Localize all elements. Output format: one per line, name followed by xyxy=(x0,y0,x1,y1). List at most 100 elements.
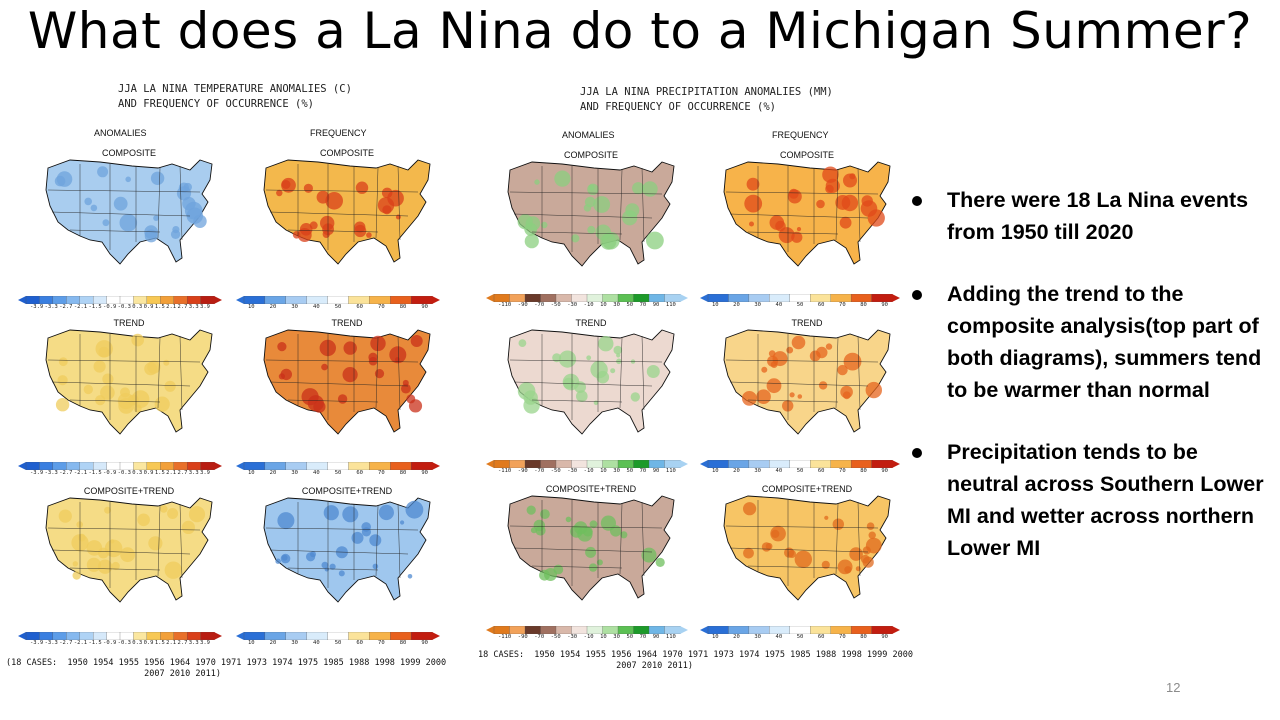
colorbar-tick-label: 30 xyxy=(291,470,298,476)
colorbar-ticks: -110 -90 -70 -50 -30 -10 10 30 50 70 90 110 xyxy=(498,634,676,640)
colorbar-tick-label: 10 xyxy=(600,302,607,308)
temperature-anomaly-colorbar: -3.9 -3.3 -2.7 -2.1 -1.5 -0.9 -0.3 0.3 0.9 1.5 2.1… xyxy=(18,632,222,646)
colorbar-tick-label: -70 xyxy=(534,302,545,308)
temperature-figure-title: JJA LA NINA TEMPERATURE ANOMALIES (C) AN… xyxy=(118,83,352,110)
map-label: COMPOSITE+TREND xyxy=(301,486,393,496)
colorbar-tick-label: 70 xyxy=(639,302,647,308)
page-number: 12 xyxy=(1166,680,1181,695)
temperature-map: COMPOSITE xyxy=(34,146,224,271)
colorbar-tick-label: -1.5 xyxy=(88,470,102,476)
colorbar-tick-label: -50 xyxy=(550,468,561,474)
precipitation-map: TREND xyxy=(712,316,902,441)
temperature-anomalies-heading: ANOMALIES xyxy=(94,128,147,138)
colorbar-tick-label: 110 xyxy=(665,634,676,640)
colorbar-tick-label: 80 xyxy=(399,304,407,310)
colorbar-tick-label: 50 xyxy=(796,302,804,308)
colorbar-tick-label: 110 xyxy=(665,468,676,474)
colorbar-tick-label: 90 xyxy=(881,302,888,308)
colorbar-tick-label: -2.7 xyxy=(59,304,73,310)
map-label: COMPOSITE xyxy=(563,150,618,160)
colorbar-tick-label: -2.7 xyxy=(59,640,73,646)
colorbar-graphic xyxy=(486,294,688,302)
colorbar-tick-label: -0.9 xyxy=(103,304,117,310)
colorbar-tick-label: 80 xyxy=(860,634,867,640)
colorbar-tick-label: 3.3 xyxy=(188,304,199,310)
colorbar-tick-label: 10 xyxy=(248,304,255,310)
precipitation-map: COMPOSITE+TREND xyxy=(496,482,686,607)
colorbar-tick-label: 20 xyxy=(269,640,277,646)
colorbar-tick-label: 1.5 xyxy=(154,304,165,310)
colorbar-tick-label: 40 xyxy=(313,470,320,476)
colorbar-graphic xyxy=(700,460,900,468)
colorbar-tick-label: 60 xyxy=(817,302,825,308)
colorbar-tick-label: 20 xyxy=(269,304,277,310)
colorbar-tick-label: 40 xyxy=(313,304,320,310)
precipitation-anomalies-heading: ANOMALIES xyxy=(562,130,615,140)
temperature-frequency-colorbar: 10 20 30 40 50 60 70 80 90 xyxy=(236,632,440,646)
colorbar-tick-label: 50 xyxy=(626,468,634,474)
colorbar-tick-label: 0.3 xyxy=(132,470,143,476)
colorbar-tick-label: -1.5 xyxy=(88,304,102,310)
colorbar-graphic xyxy=(236,296,440,304)
us-map-graphic xyxy=(507,161,675,267)
map-label: COMPOSITE xyxy=(779,150,834,160)
colorbar-tick-label: -30 xyxy=(567,302,578,308)
precipitation-frequency-colorbar: 10 20 30 40 50 60 70 80 90 xyxy=(700,294,900,308)
colorbar-tick-label: -90 xyxy=(517,302,528,308)
colorbar-tick-label: 2.7 xyxy=(177,470,188,476)
map-label: TREND xyxy=(331,318,363,328)
bullet-dot-icon xyxy=(912,448,922,458)
colorbar-tick-label: 40 xyxy=(775,468,783,474)
colorbar-tick-label: -30 xyxy=(567,468,578,474)
colorbar-tick-label: 50 xyxy=(796,634,804,640)
bullet-dot-icon xyxy=(912,290,922,300)
colorbar-tick-label: -3.9 xyxy=(30,470,44,476)
colorbar-tick-label: 70 xyxy=(378,640,385,646)
bullet-list: There were 18 La Nina events from 1950 t… xyxy=(912,184,1272,594)
colorbar-tick-label: 60 xyxy=(356,304,363,310)
colorbar-tick-label: 80 xyxy=(860,468,867,474)
precipitation-frequency-heading: FREQUENCY xyxy=(772,130,829,140)
colorbar-tick-label: -3.9 xyxy=(30,304,44,310)
colorbar-tick-label: -0.3 xyxy=(117,640,131,646)
colorbar-graphic xyxy=(700,294,900,302)
colorbar-tick-label: 0.9 xyxy=(143,304,154,310)
colorbar-tick-label: -90 xyxy=(517,634,528,640)
colorbar-graphic xyxy=(486,626,688,634)
colorbar-tick-label: 0.3 xyxy=(132,304,143,310)
temperature-cases-text: (18 CASES: 1950 1954 1955 1956 1964 1970… xyxy=(6,658,447,679)
colorbar-tick-label: -10 xyxy=(583,634,594,640)
colorbar-tick-label: 30 xyxy=(291,304,298,310)
colorbar-tick-label: 2.7 xyxy=(177,640,188,646)
colorbar-tick-label: 80 xyxy=(860,302,867,308)
colorbar-tick-label: 70 xyxy=(839,468,846,474)
colorbar-tick-label: 40 xyxy=(313,640,320,646)
temperature-anomaly-colorbar: -3.9 -3.3 -2.7 -2.1 -1.5 -0.9 -0.3 0.3 0.9 1.5 2.1… xyxy=(18,296,222,310)
colorbar-tick-label: 50 xyxy=(626,302,634,308)
map-label: COMPOSITE xyxy=(319,148,374,158)
colorbar-tick-label: 2.1 xyxy=(166,304,177,310)
colorbar-tick-label: 3.3 xyxy=(188,470,199,476)
colorbar-graphic xyxy=(236,462,440,470)
colorbar-tick-label: 90 xyxy=(881,468,888,474)
precipitation-anomaly-colorbar: -110 -90 -70 -50 -30 -10 10 30 50 70 90 110 xyxy=(486,626,688,640)
colorbar-tick-label: -110 xyxy=(498,468,512,474)
colorbar-tick-label: 90 xyxy=(881,634,888,640)
colorbar-tick-label: 90 xyxy=(652,302,660,308)
colorbar-ticks: 10 20 30 40 50 60 70 80 90 xyxy=(712,468,888,474)
us-map-graphic xyxy=(45,159,213,265)
colorbar-ticks: -110 -90 -70 -50 -30 -10 10 30 50 70 90 110 xyxy=(498,468,676,474)
bullet-text: There were 18 La Nina events from 1950 t… xyxy=(947,188,1249,244)
colorbar-tick-label: 70 xyxy=(839,302,846,308)
precipitation-frequency-colorbar: 10 20 30 40 50 60 70 80 90 xyxy=(700,626,900,640)
precipitation-cases-text: 18 CASES: 1950 1954 1955 1956 1964 1970 … xyxy=(478,650,913,671)
colorbar-tick-label: 30 xyxy=(613,634,620,640)
colorbar-tick-label: 3.9 xyxy=(200,640,210,646)
colorbar-tick-label: 20 xyxy=(269,470,277,476)
colorbar-tick-label: 70 xyxy=(639,468,647,474)
colorbar-tick-label: 30 xyxy=(613,468,620,474)
colorbar-tick-label: 30 xyxy=(754,468,761,474)
colorbar-tick-label: 80 xyxy=(399,470,407,476)
us-map-graphic xyxy=(45,497,213,603)
colorbar-tick-label: -0.3 xyxy=(117,304,131,310)
